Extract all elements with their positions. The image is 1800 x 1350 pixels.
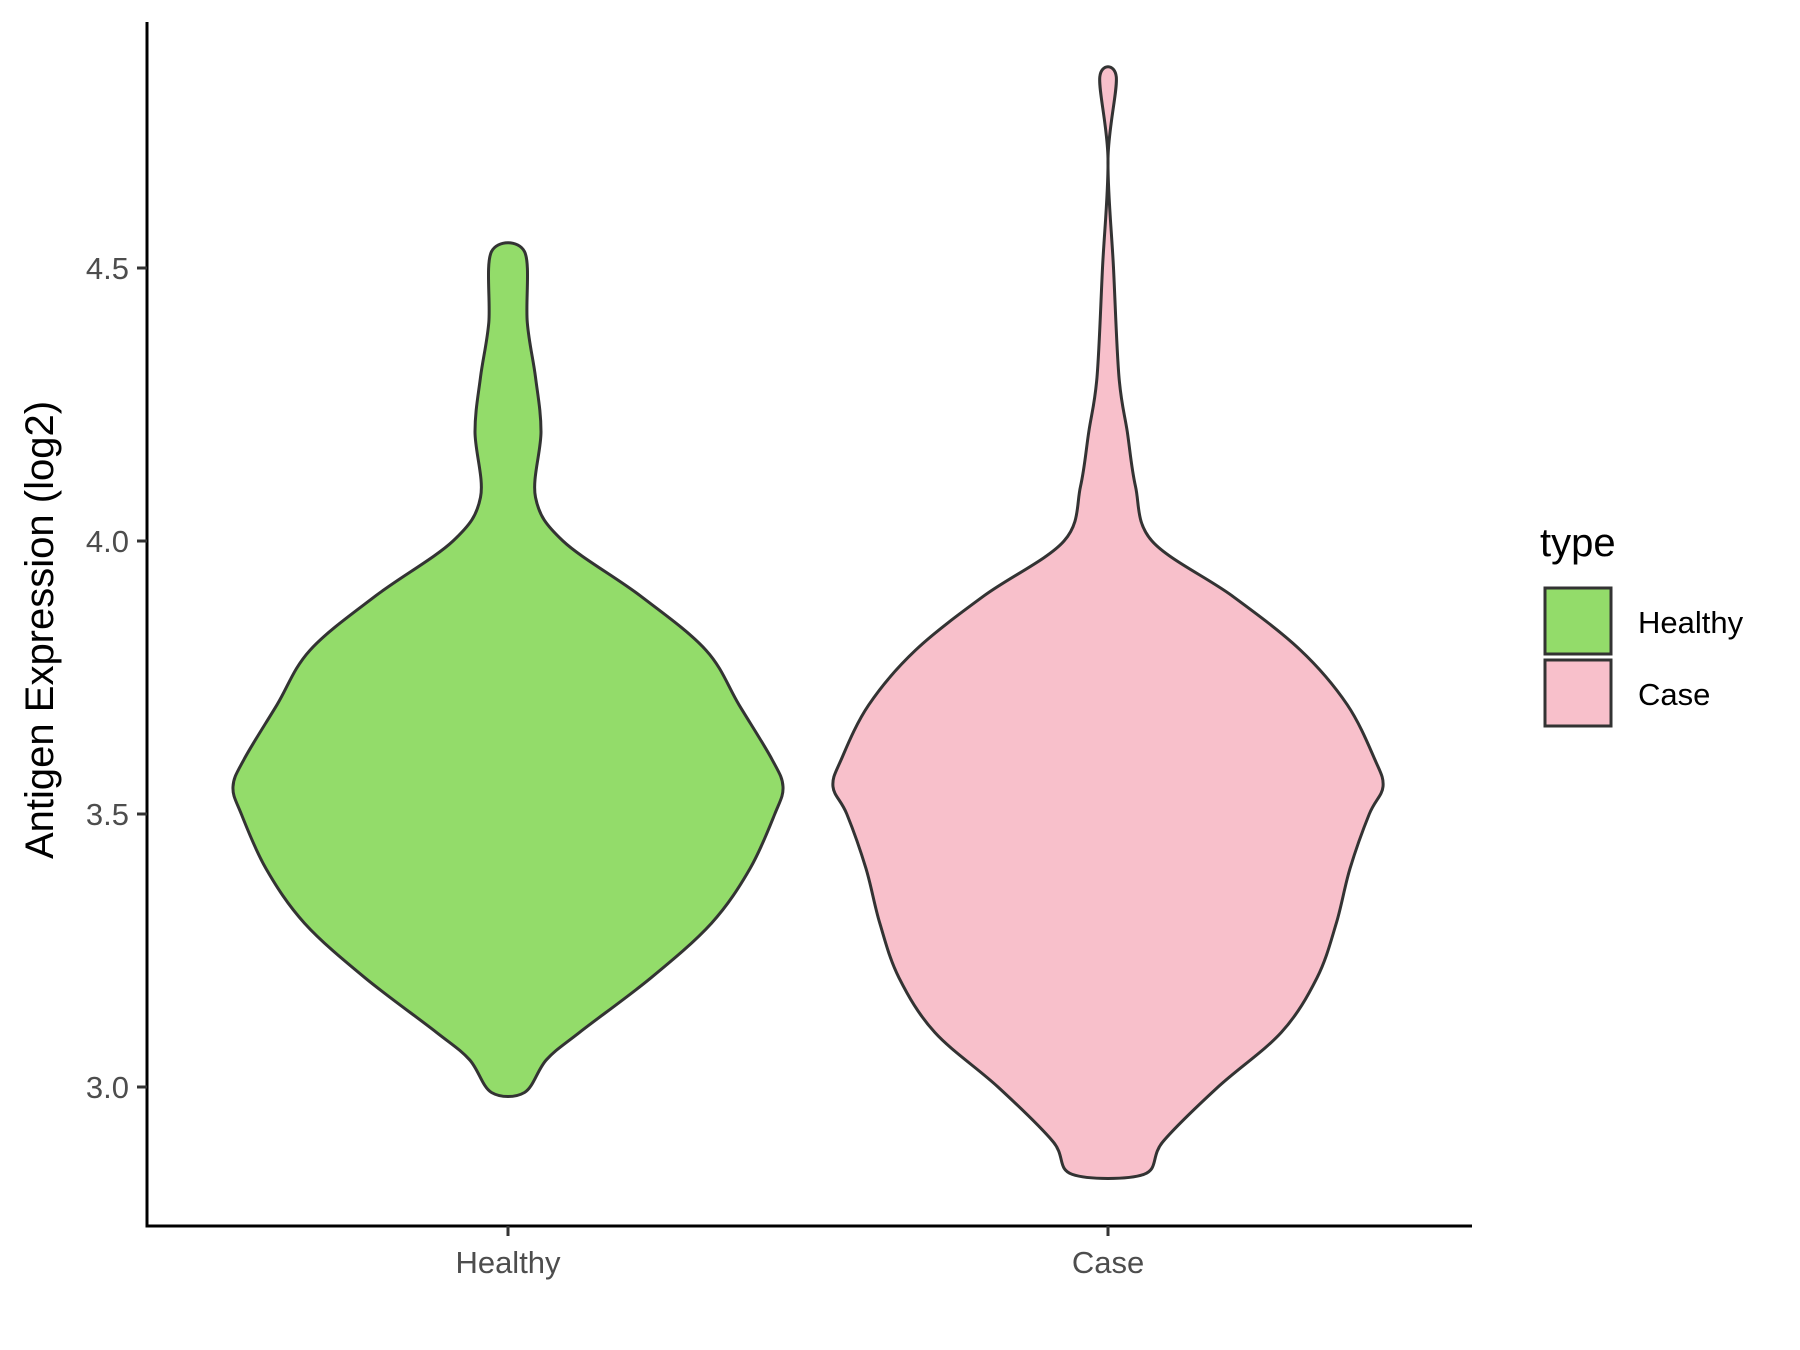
violins-layer [231, 65, 1385, 1180]
violin-case [831, 65, 1385, 1180]
legend-label-case: Case [1638, 677, 1710, 712]
legend-label-healthy: Healthy [1638, 605, 1744, 640]
ticks-layer: 3.0 3.5 4.0 4.5 Healthy Case [86, 251, 1144, 1280]
legend-title: type [1540, 521, 1616, 565]
legend-swatch-case [1543, 658, 1613, 728]
y-tick-label-3.5: 3.5 [86, 797, 129, 832]
violin-healthy [231, 241, 785, 1099]
axes-layer [145, 22, 1472, 1228]
y-tick-label-3.0: 3.0 [86, 1070, 129, 1105]
legend-swatch-healthy [1543, 586, 1613, 656]
x-tick-label-healthy: Healthy [455, 1245, 561, 1280]
y-tick-label-4.5: 4.5 [86, 251, 129, 286]
x-tick-label-case: Case [1072, 1245, 1144, 1280]
legend: type Healthy Case [1540, 521, 1744, 728]
y-axis-title: Antigen Expression (log2) [18, 401, 62, 859]
y-tick-label-4.0: 4.0 [86, 524, 129, 559]
